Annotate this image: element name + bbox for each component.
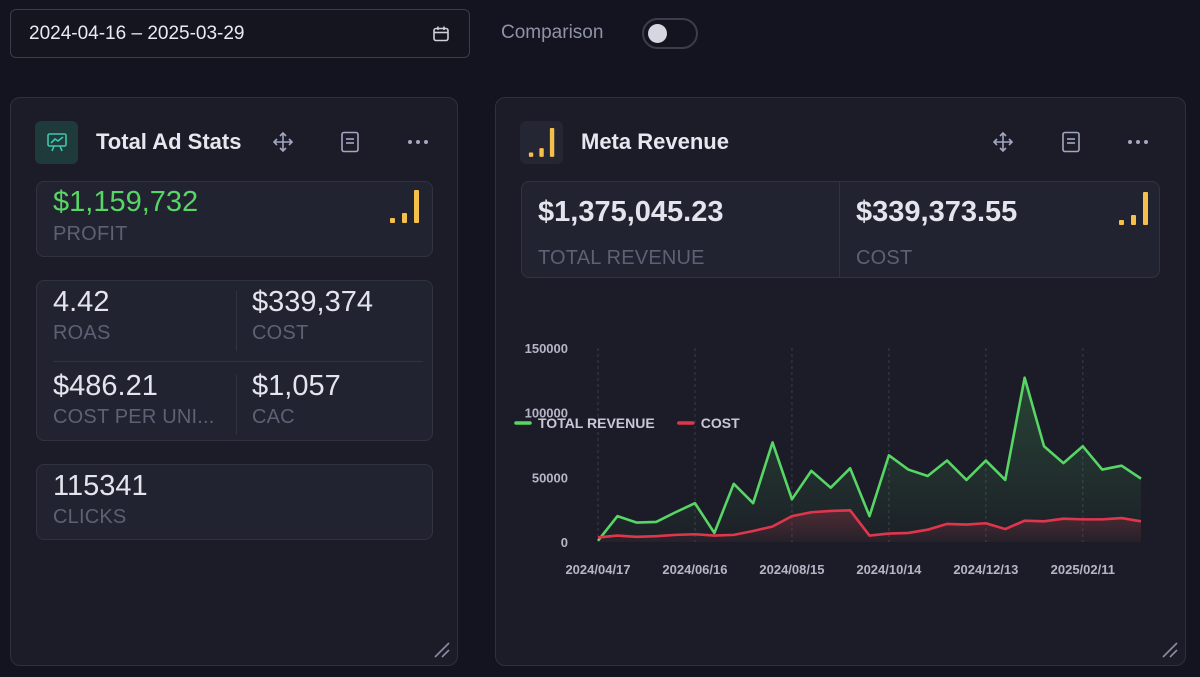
- cost-label: COST: [856, 247, 913, 269]
- x-tick-label: 2024/06/16: [662, 562, 727, 577]
- revenue-summary-card: $1,375,045.23 TOTAL REVENUE $339,373.55 …: [521, 181, 1160, 278]
- metrics-grid-card: 4.42 ROAS $339,374 COST $486.21 COST PER…: [36, 280, 433, 441]
- clicks-label: CLICKS: [53, 506, 127, 528]
- date-range-picker[interactable]: 2024-04-16 – 2025-03-29: [10, 9, 470, 58]
- cost-value: $339,374: [252, 286, 373, 318]
- divider: [236, 291, 237, 351]
- cost-per-unit-value: $486.21: [53, 370, 158, 402]
- date-range-value: 2024-04-16 – 2025-03-29: [29, 22, 245, 44]
- cost-per-unit-label: COST PER UNI...: [53, 406, 215, 428]
- bar-signal-icon: [1119, 192, 1148, 225]
- total-ad-stats-panel: Total Ad Stats $1,159,732 PROFIT 4.42 RO…: [10, 97, 458, 666]
- x-tick-label: 2024/12/13: [953, 562, 1018, 577]
- presentation-chart-icon: [35, 120, 78, 164]
- x-tick-label: 2024/04/17: [565, 562, 630, 577]
- roas-value: 4.42: [53, 286, 110, 318]
- move-icon[interactable]: [269, 128, 297, 156]
- y-tick-label: 0: [561, 535, 568, 550]
- resize-handle-icon[interactable]: [431, 639, 451, 659]
- bar-signal-icon: [390, 190, 419, 223]
- panel-header: Total Ad Stats: [35, 120, 447, 164]
- x-tick-label: 2025/02/11: [1051, 562, 1115, 577]
- move-icon[interactable]: [989, 128, 1017, 156]
- divider: [53, 361, 423, 362]
- x-tick-label: 2024/10/14: [856, 562, 922, 577]
- calendar-icon[interactable]: [431, 24, 451, 44]
- notes-icon[interactable]: [1057, 128, 1085, 156]
- bar-signal-icon: [520, 120, 563, 164]
- line-chart: 150000 100000 50000 0 2024/04/17 2024/06/16 20…: [514, 341, 1142, 577]
- total-revenue-label: TOTAL REVENUE: [538, 247, 705, 269]
- total-revenue-value: $1,375,045.23: [538, 196, 724, 228]
- clicks-card: 115341 CLICKS: [36, 464, 433, 540]
- cac-label: CAC: [252, 406, 295, 428]
- divider: [236, 375, 237, 435]
- divider: [839, 182, 840, 277]
- panel-header: Meta Revenue: [520, 120, 1175, 164]
- comparison-label: Comparison: [501, 22, 604, 43]
- x-tick-label: 2024/08/15: [759, 562, 824, 577]
- cost-value: $339,373.55: [856, 196, 1018, 228]
- series-line: [597, 509, 1142, 539]
- more-options-icon[interactable]: [1124, 128, 1152, 156]
- notes-icon[interactable]: [336, 128, 364, 156]
- profit-label: PROFIT: [53, 223, 128, 245]
- legend-label: COST: [701, 415, 740, 431]
- more-options-icon[interactable]: [404, 128, 432, 156]
- roas-label: ROAS: [53, 322, 111, 344]
- resize-handle-icon[interactable]: [1159, 639, 1179, 659]
- panel-title: Total Ad Stats: [96, 129, 242, 154]
- y-tick-label: 100000: [525, 406, 568, 421]
- y-tick-label: 50000: [532, 470, 568, 485]
- series-area: [598, 377, 1141, 542]
- cost-label: COST: [252, 322, 309, 344]
- profit-card: $1,159,732 PROFIT: [36, 181, 433, 257]
- series-line: [596, 376, 1142, 542]
- legend-label: TOTAL REVENUE: [538, 415, 655, 431]
- comparison-toggle[interactable]: [642, 18, 698, 49]
- toggle-knob: [648, 24, 667, 43]
- profit-value: $1,159,732: [53, 186, 199, 218]
- meta-revenue-panel: Meta Revenue $1,375,045.23 TOTAL REVENUE…: [495, 97, 1186, 666]
- revenue-chart: 150000 100000 50000 0 2024/04/17 2024/06/16 20…: [496, 308, 1186, 608]
- y-tick-label: 150000: [525, 341, 568, 356]
- series-area: [598, 510, 1141, 542]
- clicks-value: 115341: [53, 470, 148, 502]
- panel-title: Meta Revenue: [581, 129, 729, 154]
- cac-value: $1,057: [252, 370, 341, 402]
